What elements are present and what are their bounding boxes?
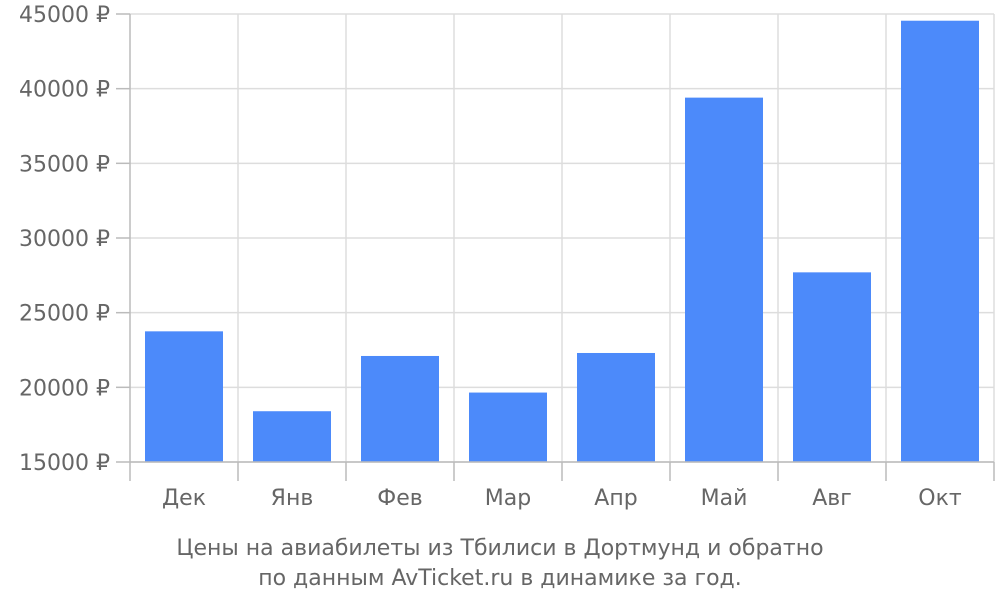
x-tick-label: Апр	[594, 486, 637, 511]
x-tick-label: Окт	[918, 486, 962, 511]
x-tick-labels: Дек Янв Фев Мар Апр Май Авг Окт	[162, 486, 962, 511]
chart-caption-line-1: Цены на авиабилеты из Тбилиси в Дортмунд…	[176, 536, 823, 561]
y-tick-label: 25000 ₽	[19, 302, 110, 327]
bar	[685, 97, 763, 463]
bar	[361, 355, 439, 462]
bar	[469, 392, 547, 462]
x-tick-label: Фев	[377, 486, 422, 511]
bar	[793, 272, 871, 462]
y-tick-label: 40000 ₽	[19, 78, 110, 103]
y-tick-label: 20000 ₽	[19, 376, 110, 401]
y-tick-label: 30000 ₽	[19, 227, 110, 252]
x-tick-label: Мар	[485, 486, 531, 511]
x-tick-label: Авг	[812, 486, 852, 511]
chart-caption-line-2: по данным AvTicket.ru в динамике за год.	[258, 566, 742, 591]
y-tick-labels: 15000 ₽ 20000 ₽ 25000 ₽ 30000 ₽ 35000 ₽ 40000…	[19, 3, 110, 476]
bar	[901, 20, 979, 462]
x-tick-label: Май	[701, 486, 748, 511]
x-tick-label: Дек	[162, 486, 206, 511]
y-tick-label: 15000 ₽	[19, 451, 110, 476]
y-tick-label: 45000 ₽	[19, 3, 110, 28]
bars	[145, 20, 979, 463]
bar	[253, 411, 331, 462]
axes	[116, 13, 995, 481]
bar	[145, 331, 223, 462]
bar	[577, 352, 655, 462]
y-tick-label: 35000 ₽	[19, 152, 110, 177]
x-tick-label: Янв	[271, 486, 314, 511]
grid-lines	[130, 13, 995, 463]
